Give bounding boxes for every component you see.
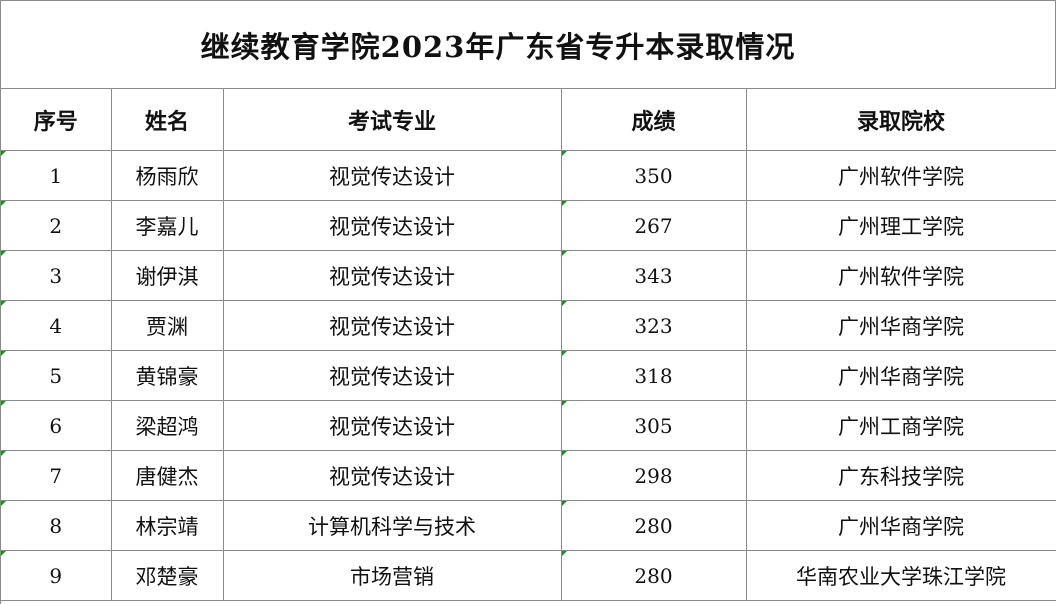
- cell-school: 广州工商学院: [746, 400, 1056, 451]
- table-row: 4 贾渊 视觉传达设计 323 广州华商学院: [1, 300, 1056, 351]
- cell-name: 杨雨欣: [111, 150, 224, 201]
- cell-name: 林宗靖: [111, 500, 224, 551]
- cell-major: 视觉传达设计: [223, 350, 562, 401]
- cell-seq: 3: [1, 250, 112, 301]
- cell-seq: 8: [1, 500, 112, 551]
- title-row: 继续教育学院2023年广东省专升本录取情况: [1, 1, 1056, 89]
- cell-name: 谢伊淇: [111, 250, 224, 301]
- cell-score: 280: [561, 500, 747, 551]
- header-major: 考试专业: [223, 89, 562, 151]
- table-row: 8 林宗靖 计算机科学与技术 280 广州华商学院: [1, 500, 1056, 551]
- cell-name: 邓楚豪: [111, 550, 224, 601]
- table-row: 5 黄锦豪 视觉传达设计 318 广州华商学院: [1, 350, 1056, 401]
- table-row: 2 李嘉儿 视觉传达设计 267 广州理工学院: [1, 200, 1056, 251]
- header-seq: 序号: [1, 89, 112, 151]
- cell-seq: 5: [1, 350, 112, 401]
- cell-school: 广州华商学院: [746, 300, 1056, 351]
- cell-seq: 9: [1, 550, 112, 601]
- cell-name: 唐健杰: [111, 450, 224, 501]
- header-school: 录取院校: [746, 89, 1056, 151]
- cell-school: 广州软件学院: [746, 150, 1056, 201]
- table-row: 3 谢伊淇 视觉传达设计 343 广州软件学院: [1, 250, 1056, 301]
- cell-major: 计算机科学与技术: [223, 500, 562, 551]
- cell-major: 视觉传达设计: [223, 150, 562, 201]
- cell-major: 视觉传达设计: [223, 200, 562, 251]
- cell-school: 广州华商学院: [746, 500, 1056, 551]
- cell-school: 华南农业大学珠江学院: [746, 550, 1056, 601]
- cell-name: 李嘉儿: [111, 200, 224, 251]
- cell-score: 305: [561, 400, 747, 451]
- cell-score: 343: [561, 250, 747, 301]
- cell-major: 市场营销: [223, 550, 562, 601]
- cell-school: 广州软件学院: [746, 250, 1056, 301]
- cell-seq: 6: [1, 400, 112, 451]
- cell-seq: 2: [1, 200, 112, 251]
- cell-score: 323: [561, 300, 747, 351]
- cell-school: 广东科技学院: [746, 450, 1056, 501]
- cell-score: 280: [561, 550, 747, 601]
- cell-major: 视觉传达设计: [223, 400, 562, 451]
- table-row: 7 唐健杰 视觉传达设计 298 广东科技学院: [1, 450, 1056, 501]
- page-title: 继续教育学院2023年广东省专升本录取情况: [200, 29, 796, 64]
- cell-score: 318: [561, 350, 747, 401]
- cell-seq: 4: [1, 300, 112, 351]
- cell-score: 267: [561, 200, 747, 251]
- header-name: 姓名: [111, 89, 224, 151]
- cell-school: 广州华商学院: [746, 350, 1056, 401]
- cell-score: 350: [561, 150, 747, 201]
- header-row: 序号 姓名 考试专业 成绩 录取院校: [1, 89, 1056, 151]
- cell-name: 贾渊: [111, 300, 224, 351]
- cell-seq: 7: [1, 450, 112, 501]
- cell-score: 298: [561, 450, 747, 501]
- header-score: 成绩: [561, 89, 747, 151]
- cell-school: 广州理工学院: [746, 200, 1056, 251]
- cell-seq: 1: [1, 150, 112, 201]
- cell-name: 黄锦豪: [111, 350, 224, 401]
- admission-table: 序号 姓名 考试专业 成绩 录取院校 1 杨雨欣 视觉传达设计 350 广州软件…: [1, 89, 1056, 601]
- cell-major: 视觉传达设计: [223, 300, 562, 351]
- table-row: 6 梁超鸿 视觉传达设计 305 广州工商学院: [1, 400, 1056, 451]
- cell-name: 梁超鸿: [111, 400, 224, 451]
- table-row: 1 杨雨欣 视觉传达设计 350 广州软件学院: [1, 150, 1056, 201]
- table-row: 9 邓楚豪 市场营销 280 华南农业大学珠江学院: [1, 550, 1056, 601]
- cell-major: 视觉传达设计: [223, 450, 562, 501]
- cell-major: 视觉传达设计: [223, 250, 562, 301]
